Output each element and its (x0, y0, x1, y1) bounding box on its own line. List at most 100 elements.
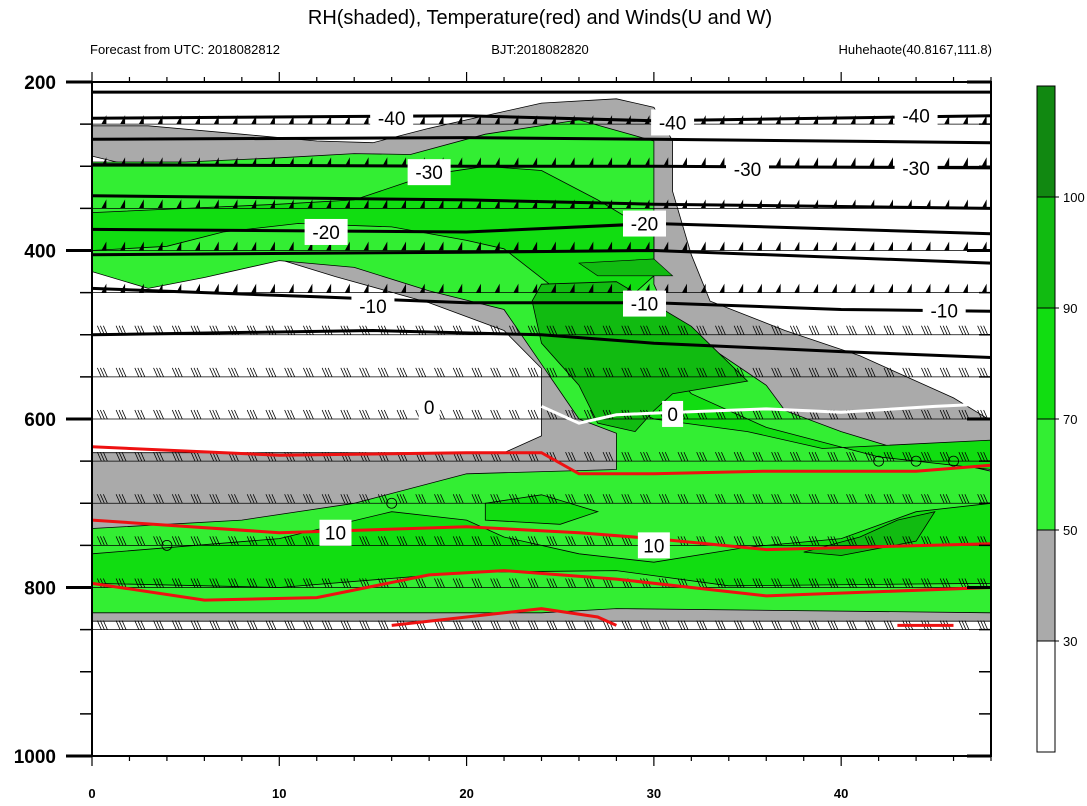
wind-barb (565, 494, 570, 504)
wind-barb (883, 409, 889, 420)
wind-barb (306, 409, 311, 420)
wind-barb (455, 536, 461, 546)
rh-region-90-low (803, 511, 936, 556)
wind-barb (602, 367, 608, 378)
wind-barb (771, 620, 776, 630)
wind-barb (533, 620, 539, 630)
wind-flag (831, 115, 837, 125)
wind-barb (396, 409, 402, 420)
wind-barb (586, 494, 592, 504)
wind-barb (493, 494, 499, 504)
wind-flag (944, 199, 950, 209)
wind-flag (607, 283, 613, 293)
wind-barb (867, 620, 873, 630)
wind-flag (213, 241, 219, 251)
wind-barb (306, 578, 311, 588)
wind-barb (739, 536, 745, 546)
contour-label-box (407, 159, 451, 186)
wind-barb (583, 409, 589, 420)
wind-barb (958, 620, 964, 630)
wind-barb (153, 409, 158, 420)
wind-barb (583, 367, 589, 378)
wind-flag (756, 283, 762, 293)
wind-barb (284, 536, 290, 546)
wind-barb (215, 367, 221, 378)
chart-title: RH(shaded), Temperature(red) and Winds(U… (308, 7, 772, 29)
wind-barb (303, 578, 308, 588)
wind-barb (827, 367, 833, 378)
wind-barb (118, 536, 124, 546)
wind-barb (440, 620, 445, 630)
wind-barb (212, 536, 218, 546)
wind-barb (939, 367, 945, 378)
wind-barb (515, 578, 520, 588)
contour-label-box (922, 297, 966, 324)
wind-barb (552, 325, 558, 335)
wind-barb (212, 620, 218, 630)
wind-barb (833, 494, 839, 504)
wind-barb (215, 409, 221, 420)
wind-barb (452, 620, 458, 630)
wind-barb (190, 536, 196, 546)
wind-barb (718, 494, 723, 504)
wind-flag (344, 157, 350, 167)
wind-barb (589, 536, 595, 546)
wind-flag (644, 157, 650, 167)
wind-barb (867, 536, 873, 546)
wind-barb (99, 536, 105, 546)
wind-barb (811, 578, 817, 588)
wind-flag (962, 199, 968, 209)
wind-barb (346, 367, 352, 378)
wind-barb (565, 620, 570, 630)
wind-barb (396, 367, 402, 378)
wind-barb (303, 367, 308, 378)
wind-barb (961, 367, 967, 378)
wind-barb (530, 620, 536, 630)
wind-barb (680, 494, 686, 504)
wind-barb (156, 451, 161, 462)
wind-barb (721, 494, 726, 504)
wind-barb (771, 409, 776, 420)
wind-barb (546, 536, 552, 546)
wind-barb (658, 325, 664, 335)
wind-barb (102, 536, 108, 546)
wind-barb (137, 451, 143, 462)
wind-barb (458, 367, 464, 378)
wind-barb (303, 620, 308, 630)
wind-barb (383, 536, 389, 546)
wind-barb (755, 536, 761, 546)
wind-barb (571, 578, 576, 588)
wind-barb (228, 536, 233, 546)
wind-barb (306, 367, 311, 378)
wind-barb (196, 494, 202, 504)
wind-barb (565, 536, 570, 546)
wind-barb (833, 451, 839, 462)
wind-barb (846, 620, 851, 630)
wind-barb (327, 578, 333, 588)
wind-flag (269, 283, 275, 293)
wind-barb (231, 494, 236, 504)
wind-barb (434, 536, 439, 546)
wind-flag (532, 283, 538, 293)
wind-barb (870, 451, 876, 462)
wind-barb (789, 494, 795, 504)
wind-barb (795, 536, 801, 546)
wind-barb (811, 325, 817, 335)
wind-barb (324, 620, 330, 630)
wind-barb (830, 367, 836, 378)
wind-barb (736, 367, 742, 378)
wind-barb (827, 494, 833, 504)
wind-barb (477, 536, 483, 546)
wind-barb (886, 409, 892, 420)
wind-barb (643, 367, 648, 378)
wind-flag (794, 157, 800, 167)
wind-barb (493, 367, 499, 378)
wind-barb (246, 494, 252, 504)
wind-barb (121, 578, 127, 588)
wind-barb (702, 325, 708, 335)
wind-barb (733, 325, 739, 335)
wind-barb (365, 494, 370, 504)
wind-flag (925, 241, 931, 251)
wind-barb (964, 494, 970, 504)
wind-barb (458, 494, 464, 504)
